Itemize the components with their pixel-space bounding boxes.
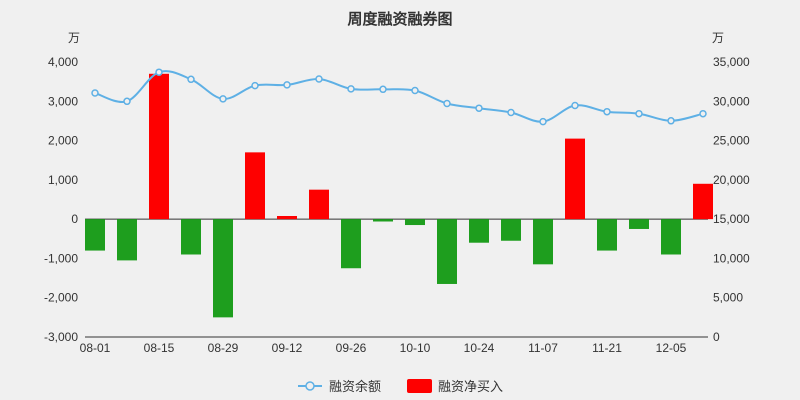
financing-balance-point-10-10[interactable] [411, 86, 419, 95]
x-axis-tick: 08-15 [144, 341, 175, 355]
left-axis-tick: 4,000 [48, 55, 78, 69]
financing-balance-point-11-07[interactable] [539, 117, 547, 126]
left-axis-tick: -2,000 [44, 291, 78, 305]
net-buy-bar-10-17[interactable] [437, 219, 457, 284]
net-buy-bar-08-29[interactable] [213, 219, 233, 318]
left-axis-tick: -1,000 [44, 251, 78, 265]
financing-balance-point-09-19[interactable] [315, 75, 323, 83]
net-buy-bar-10-31[interactable] [501, 219, 521, 241]
right-axis-tick: 0 [713, 330, 720, 344]
financing-balance-point-11-28[interactable] [635, 109, 643, 118]
financing-balance-point-08-29[interactable] [219, 95, 227, 103]
x-axis-tick: 08-01 [80, 341, 111, 355]
net-buy-bar-11-28[interactable] [629, 219, 649, 229]
right-axis-tick: 30,000 [713, 94, 750, 108]
financing-balance-point-08-22[interactable] [187, 75, 195, 84]
net-buy-bar-10-03[interactable] [373, 219, 393, 222]
right-axis-tick: 15,000 [713, 212, 750, 226]
x-axis-tick: 08-29 [208, 341, 239, 355]
legend-label-financing-balance: 融资余额 [328, 379, 381, 394]
x-axis-tick: 09-12 [272, 341, 303, 355]
legend-item-financing-balance[interactable]: 融资余额 [297, 376, 381, 395]
net-buy-bar-11-07[interactable] [533, 219, 553, 265]
left-axis-tick: -3,000 [44, 330, 78, 344]
net-buy-bar-08-22[interactable] [181, 219, 201, 255]
financing-balance-point-08-08[interactable] [123, 97, 131, 106]
financing-balance-point-10-24[interactable] [475, 104, 483, 112]
right-axis-unit-label: 万 [712, 31, 725, 45]
net-buy-bar-09-05[interactable] [245, 152, 265, 220]
net-buy-bar-08-15[interactable] [149, 73, 169, 220]
left-axis-tick: 1,000 [48, 173, 78, 187]
line-series-marker-icon [297, 380, 322, 391]
net-buy-bar-11-21[interactable] [597, 219, 617, 251]
financing-balance-point-11-21[interactable] [603, 107, 611, 116]
financing-balance-point-09-26[interactable] [347, 85, 355, 93]
right-axis-tick: 5,000 [713, 291, 743, 305]
financing-balance-point-09-05[interactable] [251, 81, 259, 90]
net-buy-bar-08-08[interactable] [117, 219, 137, 261]
right-axis-tick: 20,000 [713, 173, 750, 187]
x-axis-tick: 10-10 [400, 341, 431, 355]
left-axis-tick: 2,000 [48, 134, 78, 148]
net-buy-bar-12-05[interactable] [661, 219, 681, 255]
financing-balance-point-08-01[interactable] [91, 89, 99, 97]
financing-balance-point-10-17[interactable] [443, 99, 451, 108]
financing-balance-point-10-31[interactable] [507, 108, 515, 117]
right-axis-tick: 25,000 [713, 134, 750, 148]
left-axis-unit-label: 万 [67, 31, 80, 45]
left-axis-tick: 3,000 [48, 94, 78, 108]
net-buy-bar-11-14[interactable] [565, 138, 585, 220]
financing-balance-point-11-14[interactable] [571, 101, 579, 110]
plot-area: 4,000 3,000 2,000 1,000 0 -1,000 -2,000 -3,000 3… [44, 55, 750, 355]
financing-balance-point-09-12[interactable] [283, 81, 291, 89]
net-buy-bar-10-10[interactable] [405, 219, 425, 226]
financing-balance-line [94, 70, 704, 123]
net-buy-bar-12-12[interactable] [693, 183, 713, 220]
net-buy-bar-09-19[interactable] [309, 189, 329, 220]
financing-balance-point-12-12[interactable] [699, 109, 707, 118]
net-buy-bar-09-12[interactable] [277, 216, 297, 220]
x-axis-tick: 10-24 [464, 341, 495, 355]
chart-title: 周度融资融券图 [347, 11, 453, 28]
x-axis-tick: 09-26 [336, 341, 367, 355]
legend-item-net-buy[interactable]: 融资净买入 [407, 376, 503, 395]
financing-balance-point-08-15[interactable] [155, 68, 163, 76]
right-axis-tick: 35,000 [713, 55, 750, 69]
legend-label-net-buy: 融资净买入 [438, 379, 504, 394]
net-buy-bar-10-24[interactable] [469, 219, 489, 243]
left-axis-tick: 0 [71, 212, 78, 226]
x-axis-tick: 11-21 [592, 341, 622, 355]
right-axis-tick: 10,000 [713, 251, 750, 265]
x-axis-tick: 11-07 [528, 341, 558, 355]
bar-series-marker-icon [407, 378, 432, 393]
net-buy-bar-08-01[interactable] [85, 219, 105, 251]
net-buy-bar-09-26[interactable] [341, 219, 361, 269]
financing-balance-point-12-05[interactable] [667, 117, 675, 125]
financing-balance-point-10-03[interactable] [379, 85, 387, 94]
legend: 融资余额 融资净买入 [0, 376, 800, 395]
x-axis-tick: 12-05 [656, 341, 687, 355]
